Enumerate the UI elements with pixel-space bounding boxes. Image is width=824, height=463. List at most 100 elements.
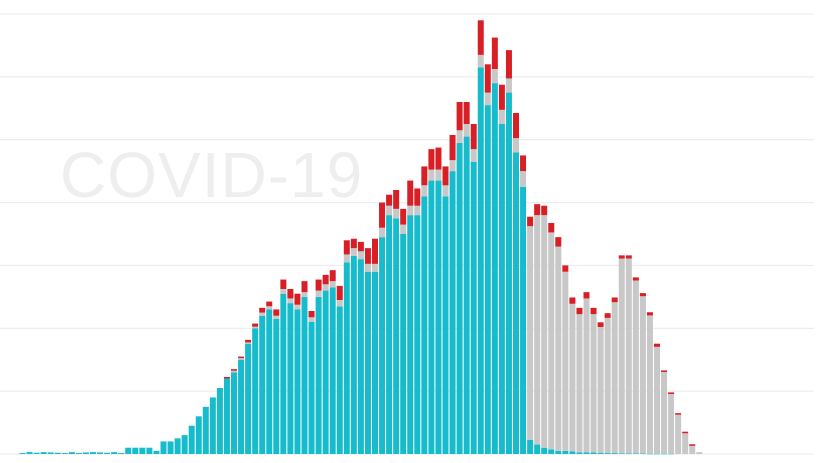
bar-deaths-43 — [315, 279, 322, 291]
bar-deaths-58 — [421, 166, 428, 186]
bar-recovered-59 — [428, 169, 435, 181]
bar-active-8 — [68, 452, 75, 454]
bar-active-62 — [449, 171, 456, 454]
bar-deaths-63 — [456, 102, 463, 131]
bar-deaths-51 — [372, 238, 378, 264]
bar-recovered-78 — [562, 271, 569, 451]
bar-active-25 — [188, 425, 195, 454]
bar-recovered-82 — [590, 314, 597, 453]
bar-active-15 — [118, 453, 125, 454]
bar-recovered-80 — [576, 314, 583, 453]
bar-deaths-94 — [675, 413, 682, 415]
bar-active-56 — [407, 215, 414, 454]
bar-recovered-97 — [696, 452, 703, 454]
bar-active-48 — [350, 256, 357, 454]
bar-recovered-56 — [407, 205, 414, 216]
bar-deaths-84 — [604, 313, 611, 318]
bar-active-26 — [195, 416, 202, 454]
bar-deaths-62 — [449, 135, 456, 161]
bar-recovered-68 — [491, 69, 498, 84]
bar-deaths-90 — [646, 312, 653, 316]
bar-active-30 — [223, 378, 230, 454]
bar-deaths-72 — [520, 155, 527, 172]
bar-active-27 — [202, 406, 209, 454]
bar-recovered-89 — [639, 296, 646, 454]
bar-deaths-34 — [252, 323, 259, 327]
bar-active-86 — [618, 453, 625, 454]
bar-active-79 — [569, 451, 576, 454]
bar-deaths-52 — [379, 202, 386, 228]
bar-active-77 — [555, 450, 562, 454]
bar-deaths-92 — [661, 370, 668, 372]
bar-active-82 — [590, 452, 597, 454]
bar-deaths-55 — [400, 208, 407, 225]
bar-active-36 — [266, 309, 273, 454]
bar-deaths-70 — [505, 50, 512, 79]
bar-recovered-85 — [611, 302, 618, 454]
bar-active-92 — [661, 453, 668, 455]
bar-active-71 — [513, 152, 519, 455]
bar-active-91 — [654, 453, 660, 455]
bar-active-50 — [364, 271, 371, 454]
bar-active-54 — [393, 218, 400, 454]
bar-active-55 — [400, 234, 407, 454]
bar-recovered-73 — [527, 226, 534, 440]
bar-deaths-46 — [336, 285, 343, 300]
bar-active-11 — [90, 452, 96, 454]
bar-deaths-75 — [541, 205, 548, 216]
bar-recovered-44 — [322, 284, 329, 291]
bar-active-2 — [26, 452, 33, 454]
bar-deaths-83 — [597, 322, 604, 328]
bar-recovered-63 — [456, 130, 463, 143]
bar-recovered-83 — [597, 327, 604, 453]
bar-recovered-74 — [534, 215, 541, 445]
bars — [19, 20, 703, 455]
bar-active-47 — [343, 262, 350, 454]
bar-active-59 — [428, 180, 435, 454]
bar-active-80 — [576, 452, 583, 454]
bar-active-52 — [379, 237, 386, 454]
bar-recovered-35 — [259, 312, 266, 316]
bar-deaths-96 — [689, 444, 696, 446]
bar-active-69 — [498, 124, 505, 454]
bar-recovered-53 — [386, 205, 393, 216]
bar-deaths-32 — [238, 356, 245, 359]
bar-recovered-55 — [400, 224, 407, 234]
bar-active-67 — [484, 105, 491, 454]
bar-recovered-31 — [231, 370, 237, 373]
bar-deaths-47 — [343, 240, 350, 255]
bar-active-64 — [463, 136, 470, 454]
bar-recovered-48 — [350, 248, 357, 256]
bar-recovered-87 — [625, 258, 632, 454]
bar-recovered-91 — [654, 346, 660, 454]
bar-deaths-77 — [555, 237, 562, 247]
bar-deaths-73 — [527, 216, 534, 227]
bar-recovered-92 — [661, 371, 668, 454]
bar-deaths-41 — [301, 281, 308, 293]
bar-active-23 — [174, 438, 181, 454]
bar-recovered-43 — [315, 290, 322, 297]
bar-active-81 — [583, 452, 590, 454]
bar-active-78 — [562, 450, 569, 454]
bar-deaths-37 — [273, 309, 280, 316]
bar-active-31 — [231, 372, 237, 454]
bar-deaths-59 — [428, 149, 435, 170]
bar-recovered-57 — [414, 205, 421, 216]
bar-recovered-61 — [442, 185, 449, 197]
bar-deaths-66 — [477, 20, 484, 55]
bar-active-44 — [322, 290, 329, 454]
bar-active-5 — [47, 452, 54, 454]
bar-active-16 — [125, 447, 132, 454]
bar-deaths-91 — [654, 343, 660, 347]
bar-active-13 — [104, 452, 111, 454]
bar-active-73 — [527, 439, 534, 454]
bar-recovered-67 — [484, 92, 491, 106]
bar-active-22 — [167, 441, 174, 454]
bar-active-72 — [520, 186, 527, 455]
bar-deaths-71 — [513, 113, 519, 139]
bar-recovered-60 — [435, 169, 442, 181]
bar-active-90 — [646, 453, 653, 455]
bar-active-32 — [238, 359, 245, 454]
bar-recovered-90 — [646, 315, 653, 454]
bar-recovered-65 — [470, 149, 477, 162]
